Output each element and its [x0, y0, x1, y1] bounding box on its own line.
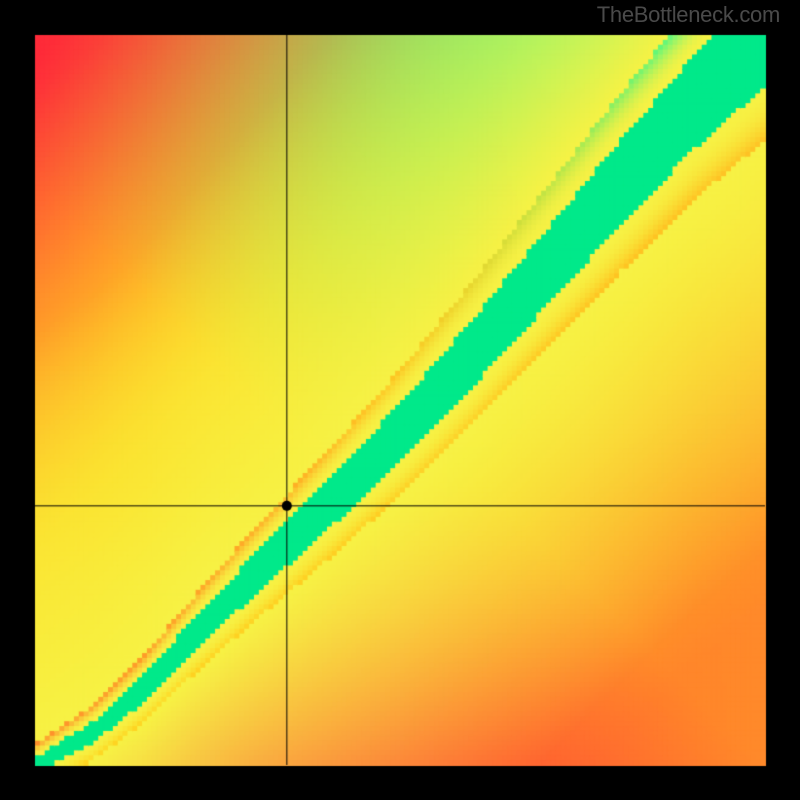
bottleneck-heatmap — [0, 0, 800, 800]
chart-container: TheBottleneck.com — [0, 0, 800, 800]
attribution-text: TheBottleneck.com — [597, 2, 780, 28]
